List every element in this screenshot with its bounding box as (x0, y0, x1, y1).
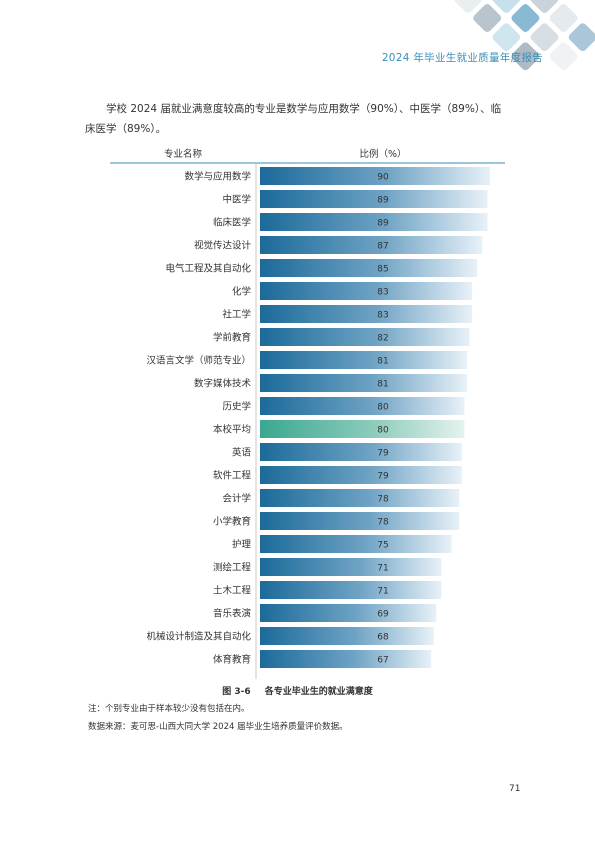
value-label: 71 (377, 587, 388, 597)
page-number: 71 (509, 784, 521, 794)
bar (260, 305, 473, 323)
category-label: 电气工程及其自动化 (165, 263, 251, 275)
bar (260, 213, 488, 231)
satisfaction-bar-chart: 专业名称 比例（%） 数学与应用数学 90 中医学 89 临床医学 89 视觉传达设计 87 电… (110, 145, 505, 679)
bar (260, 351, 467, 369)
category-label: 数学与应用数学 (184, 171, 251, 183)
value-label: 79 (377, 472, 389, 482)
chart-header-value: 比例（%） (359, 148, 406, 160)
value-label: 71 (377, 564, 388, 574)
category-label: 数字媒体技术 (194, 378, 252, 390)
bar (260, 581, 442, 599)
value-label: 80 (377, 403, 389, 413)
value-label: 89 (377, 196, 389, 206)
bar (260, 259, 478, 277)
category-label: 测绘工程 (213, 562, 252, 574)
data-source-note: 数据来源：麦可思-山西大同大学 2024 届毕业生培养质量评价数据。 (88, 722, 348, 732)
category-label: 本校平均 (213, 424, 251, 436)
value-label: 90 (377, 173, 389, 183)
category-label: 社工学 (222, 309, 251, 321)
bar (260, 236, 483, 254)
category-label: 土木工程 (213, 585, 252, 597)
bar (260, 512, 460, 530)
category-label: 小学教育 (213, 516, 251, 528)
value-label: 89 (377, 219, 389, 229)
category-label: 临床医学 (213, 217, 251, 229)
bar (260, 374, 467, 392)
value-label: 75 (377, 541, 388, 551)
value-label: 83 (377, 311, 388, 321)
category-label: 音乐表演 (213, 608, 251, 620)
category-label: 汉语言文学（师范专业） (146, 355, 251, 367)
bar (260, 535, 452, 553)
category-label: 历史学 (222, 401, 251, 413)
figure-caption: 图 3-6 各专业毕业生的就业满意度 (0, 684, 595, 697)
value-label: 81 (377, 380, 388, 390)
value-label: 87 (377, 242, 388, 252)
value-label: 68 (377, 633, 389, 643)
decorative-squares (454, 0, 595, 71)
value-label: 78 (377, 495, 389, 505)
figure-title: 各专业毕业生的就业满意度 (264, 687, 373, 697)
value-label: 85 (377, 265, 388, 275)
bar (260, 190, 488, 208)
category-label: 护理 (232, 539, 252, 551)
bar (260, 443, 462, 461)
value-label: 80 (377, 426, 389, 436)
value-label: 81 (377, 357, 388, 367)
footnote: 注：个别专业由于样本较少没有包括在内。 (88, 704, 250, 714)
bar (260, 167, 490, 185)
bar (260, 466, 462, 484)
category-label: 化学 (232, 286, 251, 298)
value-label: 67 (377, 656, 388, 666)
chart-header-category: 专业名称 (164, 148, 203, 160)
bar (260, 397, 465, 415)
category-label: 英语 (232, 447, 252, 459)
value-label: 79 (377, 449, 389, 459)
value-label: 83 (377, 288, 388, 298)
category-label: 学前教育 (213, 332, 251, 344)
category-label: 软件工程 (213, 470, 252, 482)
category-label: 视觉传达设计 (194, 240, 252, 252)
bar (260, 558, 442, 576)
bar (260, 328, 470, 346)
bar (260, 604, 437, 622)
category-label: 会计学 (222, 493, 251, 505)
category-label: 机械设计制造及其自动化 (146, 631, 251, 643)
bar (260, 650, 432, 668)
value-label: 82 (377, 334, 388, 344)
intro-paragraph: 学校 2024 届就业满意度较高的专业是数学与应用数学（90%）、中医学（89%… (85, 103, 502, 135)
value-label: 78 (377, 518, 389, 528)
value-label: 69 (377, 610, 389, 620)
bar (260, 627, 434, 645)
category-label: 中医学 (222, 194, 251, 206)
bar (260, 489, 460, 507)
bar (260, 282, 473, 300)
report-header-title: 2024 年毕业生就业质量年度报告 (381, 52, 543, 64)
figure-number: 图 3-6 (222, 687, 251, 697)
average-bar (260, 420, 465, 438)
category-label: 体育教育 (213, 654, 251, 666)
